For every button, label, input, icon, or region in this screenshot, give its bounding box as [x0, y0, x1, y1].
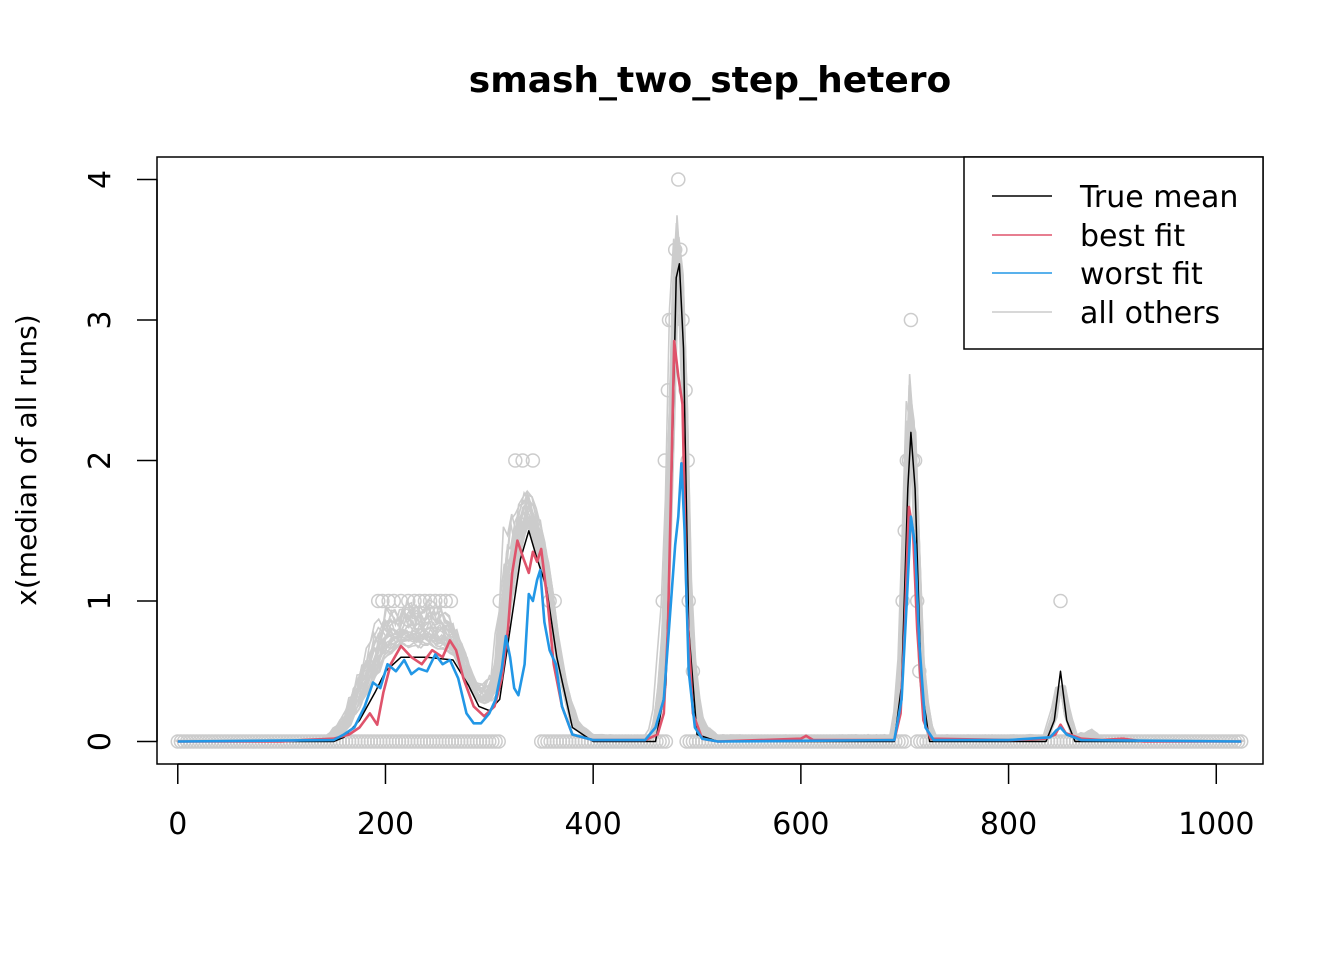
observation-point — [375, 593, 390, 609]
observation-point — [417, 593, 433, 609]
legend: True mean best fit worst fit all others — [963, 156, 1264, 350]
observation-point — [1053, 593, 1068, 609]
legend-label-true-mean: True mean — [1079, 180, 1238, 215]
observation-point — [673, 242, 688, 257]
y-axis: 0 1 2 3 4 — [83, 170, 158, 751]
observation-point — [433, 593, 448, 609]
observation-point — [407, 593, 422, 609]
observation-point — [422, 593, 438, 609]
observation-point — [903, 312, 919, 328]
observation-point — [491, 734, 506, 749]
y-tick-label: 0 — [83, 732, 118, 751]
observation-point — [515, 453, 530, 468]
observation-point — [671, 172, 686, 187]
legend-label-best-fit: best fit — [1080, 219, 1185, 254]
observation-point — [401, 593, 416, 609]
observation-point — [680, 453, 695, 468]
x-tick-label: 200 — [357, 807, 414, 842]
observation-point — [438, 593, 453, 609]
x-tick-label: 600 — [772, 807, 829, 842]
observation-point — [370, 593, 386, 609]
observation-point — [386, 593, 402, 609]
observation-point — [658, 734, 674, 749]
x-axis: 0 200 400 600 800 1000 — [168, 763, 1254, 842]
y-tick-label: 1 — [83, 591, 118, 610]
observation-point — [428, 593, 443, 609]
observation-point — [895, 593, 910, 609]
observation-point — [492, 593, 507, 609]
x-tick-label: 400 — [565, 807, 622, 842]
observation-point — [667, 242, 683, 257]
best-fit-line — [177, 339, 1242, 743]
x-tick-label: 0 — [168, 807, 187, 842]
legend-box — [963, 156, 1264, 350]
y-axis-label: x(median of all runs) — [10, 314, 43, 605]
observation-point — [508, 453, 523, 468]
observation-point — [443, 593, 459, 609]
worst-fit-line — [177, 462, 1242, 743]
x-tick-label: 800 — [980, 807, 1037, 842]
observation-point — [664, 312, 680, 328]
other-runs-layer — [175, 215, 1244, 743]
observation-point — [412, 593, 427, 609]
observation-point — [525, 453, 541, 468]
legend-label-worst-fit: worst fit — [1080, 257, 1203, 292]
other-run-line — [175, 238, 1239, 742]
x-tick-label: 1000 — [1178, 807, 1254, 842]
y-tick-label: 4 — [83, 170, 118, 189]
chart-title: smash_two_step_hetero — [469, 60, 951, 101]
y-tick-label: 3 — [83, 310, 118, 329]
series-layer — [177, 263, 1242, 743]
legend-label-all-others: all others — [1080, 296, 1220, 331]
y-tick-label: 2 — [83, 451, 118, 470]
